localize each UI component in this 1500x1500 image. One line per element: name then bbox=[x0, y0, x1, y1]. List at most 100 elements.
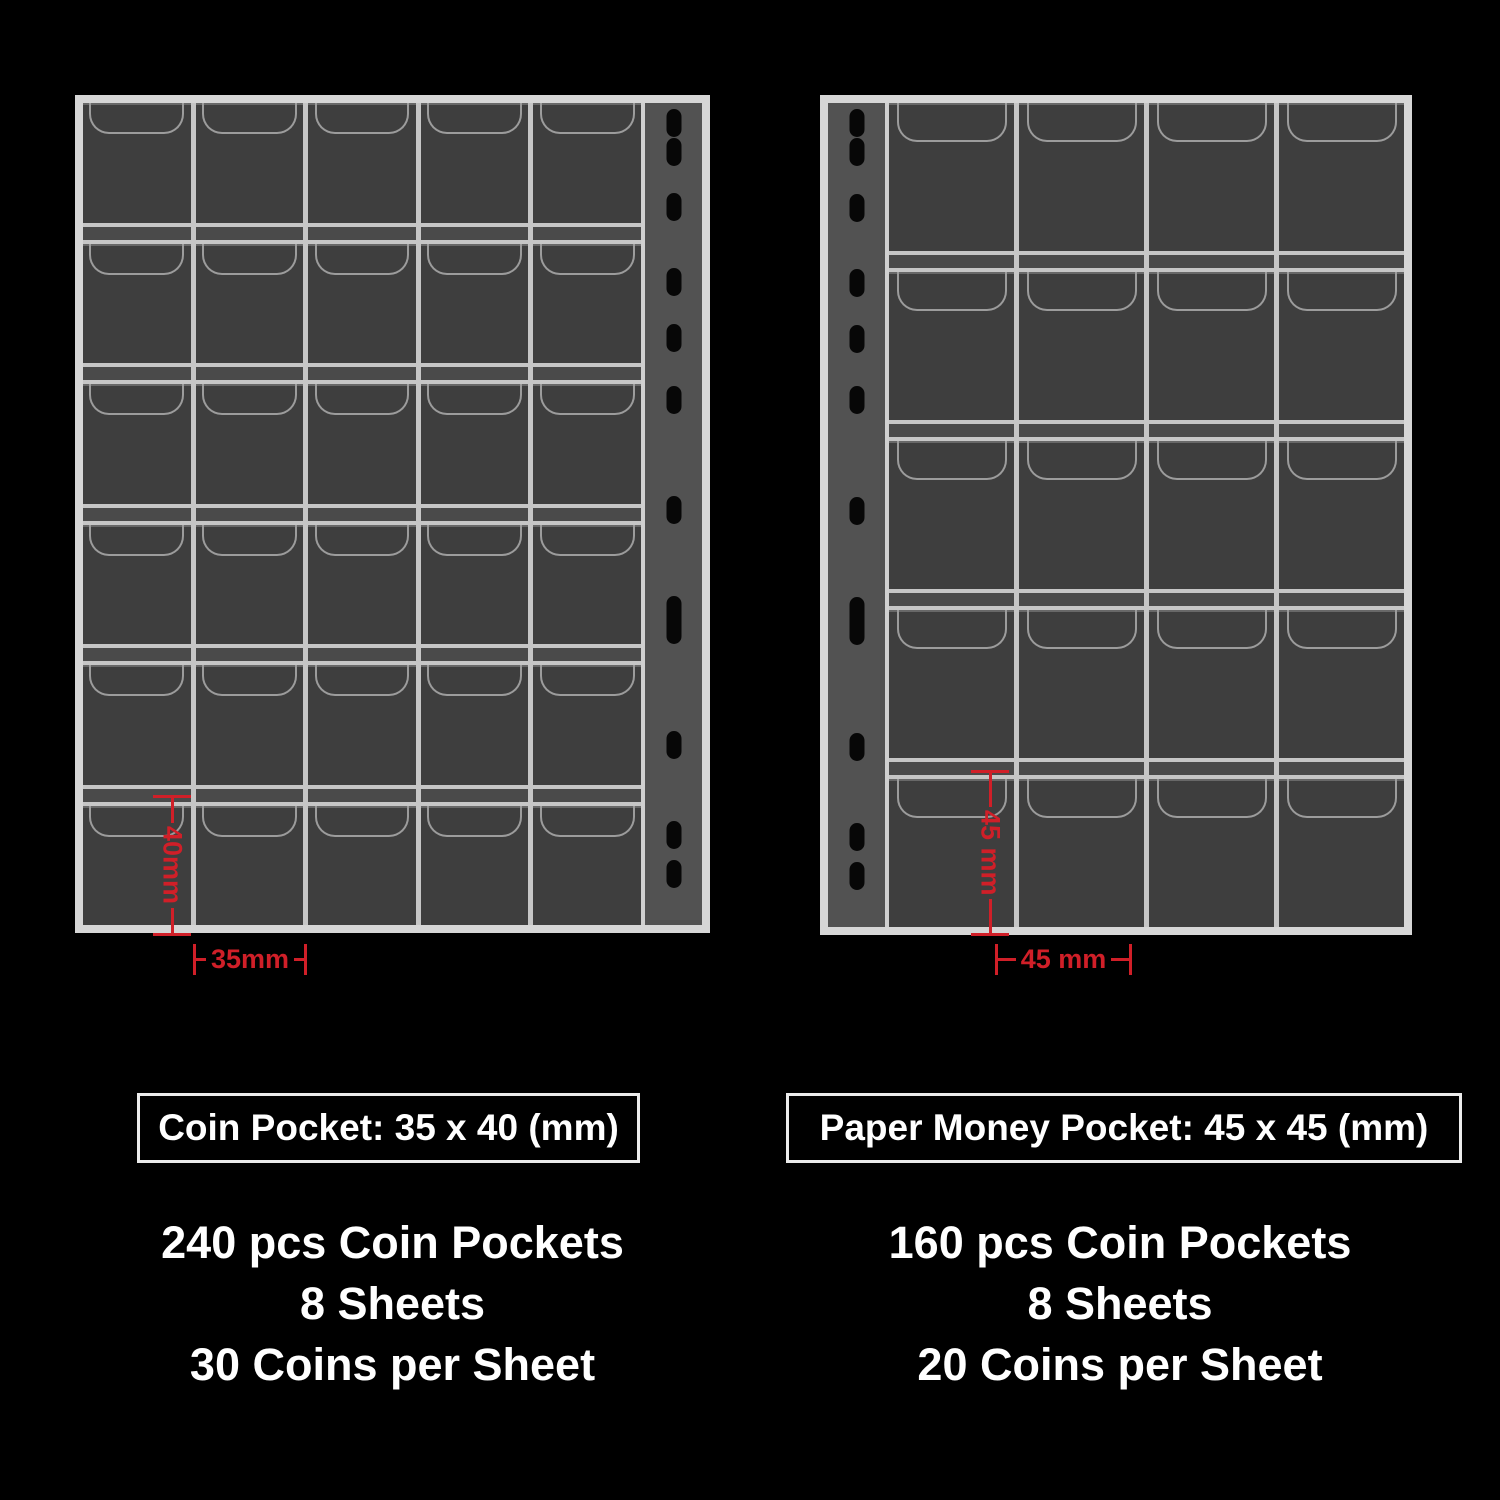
coin-pocket bbox=[1019, 441, 1144, 589]
coin-pocket bbox=[889, 779, 1014, 927]
coin-pocket bbox=[195, 665, 304, 785]
width-dimension-label: 35mm bbox=[210, 944, 290, 974]
binder-hole bbox=[849, 193, 864, 222]
pocket-row bbox=[889, 272, 1404, 420]
pocket-flap bbox=[427, 805, 522, 837]
pocket-row bbox=[889, 441, 1404, 589]
weld-seam bbox=[83, 367, 641, 380]
pocket-flap bbox=[1286, 610, 1397, 649]
pocket-flap bbox=[202, 805, 297, 837]
pocket-top-edge bbox=[195, 103, 304, 105]
pocket-flap bbox=[427, 243, 522, 275]
pocket-flap bbox=[89, 384, 185, 416]
dimension-tick bbox=[304, 944, 308, 975]
pocket-top-edge bbox=[420, 103, 529, 105]
pocket-flap bbox=[1156, 441, 1267, 480]
binder-hole bbox=[666, 193, 681, 222]
pocket-top-edge bbox=[420, 243, 529, 246]
seam-segment bbox=[533, 788, 641, 802]
height-dimension-label: 40mm bbox=[157, 826, 188, 905]
pocket-flap bbox=[1026, 272, 1137, 311]
seam-segment bbox=[533, 648, 641, 661]
pocket-top-edge bbox=[889, 441, 1014, 443]
pocket-top-edge bbox=[308, 524, 416, 527]
spec-line: 8 Sheets bbox=[299, 1278, 486, 1329]
binder-hole bbox=[666, 268, 681, 297]
spec-title-box: Coin Pocket: 35 x 40 (mm) bbox=[137, 1093, 640, 1163]
seam-segment bbox=[889, 424, 1014, 437]
coin-pocket bbox=[195, 243, 304, 363]
pocket-flap bbox=[89, 805, 185, 837]
seam-segment bbox=[533, 226, 641, 240]
seam-segment bbox=[195, 367, 304, 380]
seam-segment bbox=[308, 226, 416, 240]
coin-pocket bbox=[1019, 103, 1144, 251]
pocket-top-edge bbox=[420, 805, 529, 808]
coin-pocket bbox=[420, 524, 529, 644]
pocket-top-edge bbox=[1149, 441, 1274, 443]
pocket-row bbox=[83, 243, 641, 363]
pocket-height-dimension: 45 mm bbox=[971, 770, 1009, 936]
pocket-top-edge bbox=[308, 384, 416, 386]
pocket-flap bbox=[89, 665, 185, 697]
seam-segment bbox=[1149, 593, 1274, 606]
weld-seam bbox=[83, 788, 641, 802]
binder-hole bbox=[666, 730, 681, 759]
coin-pocket bbox=[308, 665, 416, 785]
pocket-row bbox=[83, 384, 641, 504]
seam-segment bbox=[83, 226, 191, 240]
pocket-row bbox=[83, 524, 641, 644]
binder-hole bbox=[849, 823, 864, 852]
seam-segment bbox=[1019, 255, 1144, 268]
pocket-top-edge bbox=[420, 384, 529, 386]
spec-title-box: Paper Money Pocket: 45 x 45 (mm) bbox=[786, 1093, 1462, 1163]
pocket-flap bbox=[314, 384, 410, 416]
binder-hole bbox=[849, 732, 864, 761]
binder-hole bbox=[666, 324, 681, 353]
coin-pocket bbox=[1279, 779, 1404, 927]
spec-line: 30 Coins per Sheet bbox=[189, 1339, 596, 1390]
binder-hole bbox=[666, 495, 681, 524]
coin-pocket bbox=[83, 665, 191, 785]
pocket-top-edge bbox=[889, 610, 1014, 612]
dimension-line bbox=[988, 898, 992, 933]
pocket-flap bbox=[896, 779, 1007, 818]
coin-pocket bbox=[1279, 103, 1404, 251]
dimension-line bbox=[170, 907, 174, 934]
seam-segment bbox=[533, 507, 641, 521]
pocket-top-edge bbox=[1149, 272, 1274, 274]
coin-pocket bbox=[420, 103, 529, 223]
pocket-row bbox=[83, 805, 641, 925]
coin-pocket bbox=[533, 384, 641, 504]
pocket-grid bbox=[83, 103, 641, 925]
pocket-top-edge bbox=[195, 665, 304, 667]
weld-seam bbox=[889, 255, 1404, 268]
spec-line: 240 pcs Coin Pockets bbox=[161, 1217, 624, 1268]
binder-hole bbox=[849, 386, 864, 415]
coin-pocket bbox=[420, 805, 529, 925]
seam-segment bbox=[420, 367, 529, 380]
seam-segment bbox=[308, 788, 416, 802]
pocket-flap bbox=[427, 384, 522, 416]
pocket-top-edge bbox=[195, 805, 304, 808]
coin-pocket bbox=[195, 103, 304, 223]
coin-pocket bbox=[420, 243, 529, 363]
spec-line: 8 Sheets bbox=[1027, 1278, 1213, 1329]
seam-segment bbox=[195, 788, 304, 802]
pocket-top-edge bbox=[420, 524, 529, 527]
binder-hole bbox=[849, 324, 864, 353]
spec-line: 20 Coins per Sheet bbox=[917, 1339, 1323, 1390]
seam-segment bbox=[83, 648, 191, 661]
height-dimension-label: 45 mm bbox=[975, 810, 1006, 896]
pocket-top-edge bbox=[533, 243, 641, 246]
coin-pocket bbox=[1019, 272, 1144, 420]
pocket-flap bbox=[314, 805, 410, 837]
coin-pocket bbox=[1149, 103, 1274, 251]
coin-pocket bbox=[83, 243, 191, 363]
binder-spine bbox=[641, 103, 702, 925]
pocket-flap bbox=[539, 524, 635, 556]
seam-segment bbox=[195, 648, 304, 661]
seam-segment bbox=[420, 226, 529, 240]
pocket-flap bbox=[427, 103, 522, 135]
